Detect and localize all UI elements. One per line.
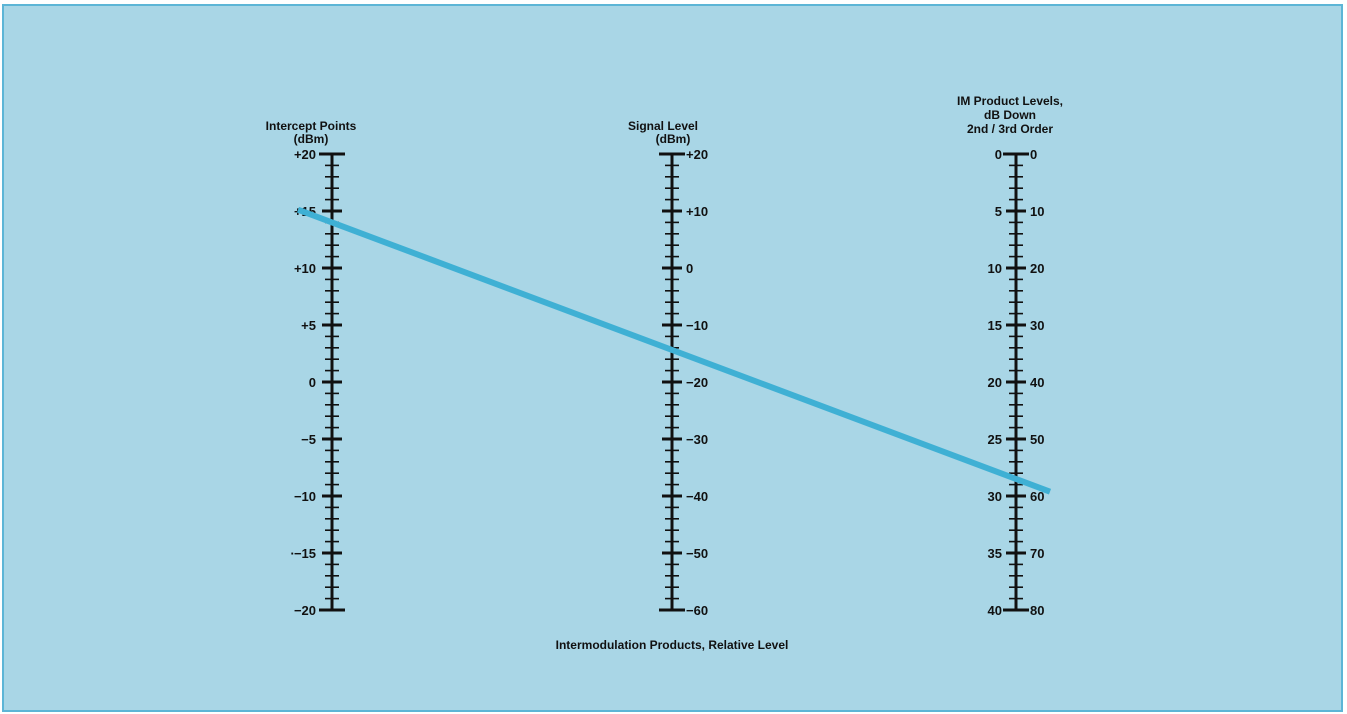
intercept-tick-label: +5 [301, 318, 316, 333]
im-2nd-tick-label: 10 [988, 261, 1002, 276]
im-3rd-order-labels: 0 10 20 30 40 50 60 70 80 [1030, 147, 1044, 618]
im-scale: 0 5 10 15 20 25 30 35 40 0 10 20 30 40 5… [988, 147, 1045, 618]
signal-labels: +20 +10 0 −10 −20 −30 −40 −50 −60 [686, 147, 708, 618]
intercept-tick-label: ∙−15 [290, 546, 316, 561]
signal-title-line-1: Signal Level [628, 119, 698, 133]
im-3rd-tick-label: 0 [1030, 147, 1037, 162]
im-2nd-tick-label: 30 [988, 489, 1002, 504]
im-ticks [1003, 152, 1029, 612]
im-3rd-tick-label: 20 [1030, 261, 1044, 276]
intercept-tick-label: +10 [294, 261, 316, 276]
signal-tick-label: −50 [686, 546, 708, 561]
example-construction-line [296, 206, 1052, 495]
signal-title-line-2: (dBm) [656, 132, 691, 146]
im-2nd-tick-label: 0 [995, 147, 1002, 162]
signal-scale: +20 +10 0 −10 −20 −30 −40 −50 −60 [659, 147, 708, 618]
intercept-tick-label: −5 [301, 432, 316, 447]
im-title-line-2: dB Down [984, 108, 1036, 122]
signal-tick-label: −10 [686, 318, 708, 333]
im-3rd-tick-label: 50 [1030, 432, 1044, 447]
im-2nd-tick-label: 20 [988, 375, 1002, 390]
signal-tick-label: −30 [686, 432, 708, 447]
intercept-title-line-2: (dBm) [294, 132, 329, 146]
signal-ticks [659, 152, 685, 612]
intercept-ticks [319, 152, 345, 612]
signal-tick-label: −40 [686, 489, 708, 504]
signal-tick-label: −60 [686, 603, 708, 618]
im-3rd-tick-label: 70 [1030, 546, 1044, 561]
im-3rd-tick-label: 60 [1030, 489, 1044, 504]
intercept-tick-label: −10 [294, 489, 316, 504]
intercept-tick-label: +20 [294, 147, 316, 162]
im-2nd-tick-label: 5 [995, 204, 1002, 219]
signal-tick-label: 0 [686, 261, 693, 276]
intercept-tick-label: 0 [309, 375, 316, 390]
im-3rd-tick-label: 10 [1030, 204, 1044, 219]
im-2nd-tick-label: 15 [988, 318, 1002, 333]
im-title-line-3: 2nd / 3rd Order [967, 122, 1053, 136]
im-2nd-order-labels: 0 5 10 15 20 25 30 35 40 [988, 147, 1002, 618]
im-2nd-tick-label: 25 [988, 432, 1002, 447]
im-title-line-1: IM Product Levels, [957, 94, 1063, 108]
im-2nd-tick-label: 40 [988, 603, 1002, 618]
intercept-title-line-1: Intercept Points [266, 119, 357, 133]
intercept-tick-label: −20 [294, 603, 316, 618]
intercept-scale: +20 +15 +10 +5 0 −5 −10 ∙−15 −20 [290, 147, 345, 618]
signal-tick-label: +10 [686, 204, 708, 219]
signal-tick-label: −20 [686, 375, 708, 390]
signal-tick-label: +20 [686, 147, 708, 162]
im-3rd-tick-label: 30 [1030, 318, 1044, 333]
im-3rd-tick-label: 40 [1030, 375, 1044, 390]
im-2nd-tick-label: 35 [988, 546, 1002, 561]
nomogram-caption: Intermodulation Products, Relative Level [556, 638, 789, 652]
im-3rd-tick-label: 80 [1030, 603, 1044, 618]
